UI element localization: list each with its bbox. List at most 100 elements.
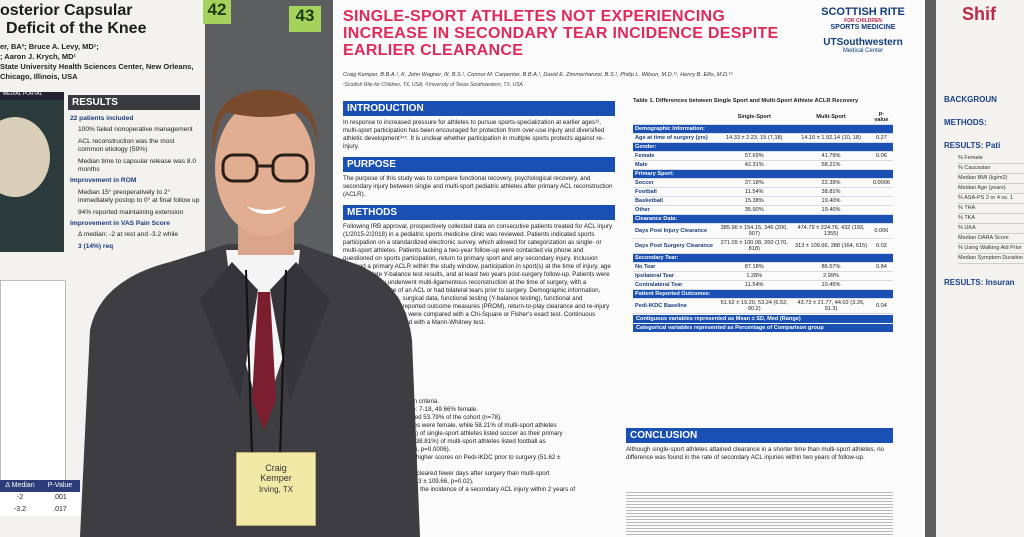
table-cell: 0.0006 <box>869 178 893 188</box>
table-row: Basketball 15.38% 19.40% <box>633 196 893 206</box>
results-bullets: 22 patients included 100% failed nonopera… <box>70 115 200 315</box>
table-notes: Contiguous variables represented as Mean… <box>633 314 893 332</box>
table-cell: Days Post Injury Clearance <box>633 223 717 239</box>
results-table: Single-Sport Multi-Sport p-value Demographi… <box>633 110 893 314</box>
table-row: Contralateral Tear 11.54% 10.45% <box>633 280 893 290</box>
bullet: Improvement in ROM <box>70 177 137 185</box>
stats-cell: -3.2 <box>13 506 27 513</box>
table-cell <box>869 160 893 170</box>
table-row: Soccer 37.18% 22.39% 0.0006 <box>633 178 893 188</box>
table-note: Categorical variables represented as Per… <box>633 323 893 332</box>
table-row: Days Post Surgery Clearance 271.09 ± 100.… <box>633 238 893 254</box>
section: PURPOSE The purpose of this study was to … <box>343 157 615 199</box>
table-row: Other 35.90% 19.40% <box>633 205 893 215</box>
table-row: Male 42.31% 58.21% <box>633 160 893 170</box>
table-row: Age at time of surgery (yrs) 14.33 ± 2.23… <box>633 133 893 143</box>
name-badge: Craig Kemper Irving, TX <box>236 452 316 526</box>
glasses <box>221 153 309 183</box>
table-cell: 0.06 <box>869 151 893 161</box>
logo-line: FOR CHILDREN <box>844 18 882 24</box>
section-heading: METHODS <box>343 205 615 220</box>
table-row: % UKA <box>958 224 1024 234</box>
title-line: osterior Capsular <box>0 2 133 19</box>
table-cell: 474.79 ± 224.76, 432 (193, 1355) <box>792 223 870 239</box>
table-cell: 0.04 <box>869 298 893 314</box>
table-header: Single-Sport Multi-Sport p-value <box>633 110 893 125</box>
section: METHODS Following IRB approval, prospecti… <box>343 205 615 327</box>
table-row: Patient Reported Outcomes: <box>633 289 893 299</box>
section-text: Following IRB approval, prospectively co… <box>343 223 613 326</box>
results-line: comprised 53.79% of the cohort (n=78). <box>393 414 502 421</box>
smile <box>246 206 286 214</box>
table-cell: 15.38% <box>716 196 793 206</box>
section-heading: PURPOSE <box>343 157 615 172</box>
left-column: INTRODUCTION In response to increased pre… <box>343 101 615 401</box>
bullet: 3 (14%) req <box>78 242 114 250</box>
table-row: % Female <box>958 154 1024 164</box>
poster-number: 42 <box>203 0 231 24</box>
section-heading: BACKGROUN <box>944 95 997 104</box>
table-cell: 37.18% <box>716 178 793 188</box>
bullet: Improvement in VAS Pain Score <box>70 220 170 228</box>
table-row: Median BMI (kg/m2) <box>958 174 1024 184</box>
poster-number: 43 <box>289 6 321 32</box>
header-cell: Single-Sport <box>716 110 793 125</box>
section-heading: INTRODUCTION <box>343 101 615 116</box>
table-row: % TKA <box>958 214 1024 224</box>
bullet: 22 patients included <box>70 115 134 122</box>
author-line: er, BA²; Bruce A. Levy, MD¹; <box>0 42 99 51</box>
image-label: MEDIAL PORTAL <box>0 92 64 100</box>
table-block: Table 1. Differences between Single Spor… <box>633 98 893 418</box>
logo-line: Medical Center <box>842 48 884 54</box>
table-cell <box>869 271 893 281</box>
section-row: Clearance Data: <box>633 214 893 224</box>
poster-board <box>925 0 936 537</box>
bullet: Median 15° preoperatively to 2° immediat… <box>78 188 200 205</box>
table-row: Ipsilateral Tear 1.28% 2.99% <box>633 271 893 281</box>
table-cell: 0.006 <box>869 223 893 239</box>
section-heading: METHODS: <box>944 118 987 127</box>
stats-header-cell: P-Value <box>47 482 73 489</box>
lapels <box>200 262 330 400</box>
stats-table: Δ Median P-Value -2 .001 -3.2 .017 <box>0 480 80 516</box>
face <box>215 100 315 236</box>
table-cell: 41.79% <box>792 151 870 161</box>
table-cell: Days Post Surgery Clearance <box>633 238 717 254</box>
table-cell <box>869 196 893 206</box>
table-cell: 58.21% <box>792 160 870 170</box>
stats-header-cell: Δ Median <box>5 482 35 489</box>
badge-location: Irving, TX <box>258 485 294 494</box>
table-cell: 38.81% <box>792 187 870 197</box>
table-cell: 57.69% <box>716 151 793 161</box>
logo-line: SCOTTISH RITE <box>821 6 905 18</box>
table-row: Female 57.69% 41.79% 0.06 <box>633 151 893 161</box>
table-caption: Table 1. Differences between Single Spor… <box>633 98 859 104</box>
table-row: Football 11.54% 38.81% <box>633 187 893 197</box>
header-cell: Multi-Sport <box>792 110 870 125</box>
table-cell: Basketball <box>633 196 717 206</box>
table-cell: 19.40% <box>792 205 870 215</box>
table-row: Pedi-IKDC Baseline 51.62 ± 19.20, 53.24 (… <box>633 298 893 314</box>
header-cell <box>633 110 717 125</box>
section: INTRODUCTION In response to increased pre… <box>343 101 615 151</box>
authors: Craig Kemper, B.B.A.¹, K. John Wagner, I… <box>343 72 733 78</box>
table-cell: Female <box>633 151 717 161</box>
table-row: Median Symptom Duration <box>958 254 1024 264</box>
table-cell: 271.09 ± 100.08, 260 (170, 818) <box>716 238 793 254</box>
arthroscopy-image: MEDIAL PORTAL <box>0 92 64 252</box>
table-row: Days Post Injury Clearance 385.96 ± 154.1… <box>633 223 893 239</box>
lanyard <box>245 269 287 456</box>
table-cell: 11.54% <box>716 280 793 290</box>
table-cell: 43.73 ± 21.77, 44.02 (3.26, 91.3) <box>792 298 870 314</box>
stats-cell: .017 <box>53 506 67 513</box>
section-row: Gender: <box>633 142 893 152</box>
table-row: % THA <box>958 204 1024 214</box>
section-heading: CONCLUSION <box>626 428 893 443</box>
section-heading: RESULTS: Pati <box>944 141 1001 150</box>
table-cell: 14.10 ± 1.92,14 (10, 18) <box>792 133 870 143</box>
table-row: % Using Walking Aid Prior <box>958 244 1024 254</box>
results-heading: RESULTS <box>68 95 200 110</box>
section-row: Patient Reported Outcomes: <box>633 289 893 299</box>
